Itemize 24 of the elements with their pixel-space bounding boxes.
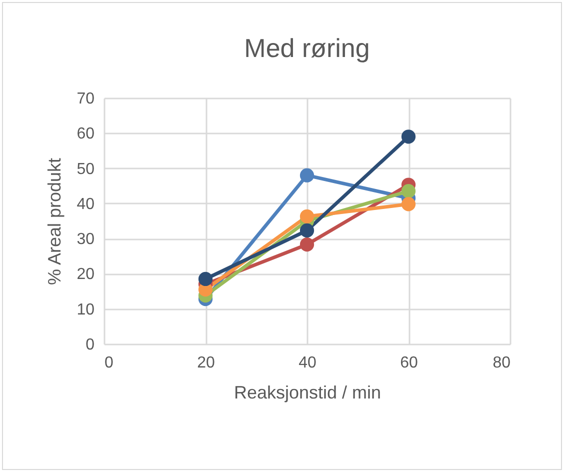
y-tick-label: 20	[76, 266, 95, 284]
chart-title: Med røring	[244, 33, 370, 63]
y-tick-label: 50	[76, 160, 95, 178]
y-tick-label: 30	[76, 231, 95, 248]
y-tick-label: 10	[76, 301, 95, 318]
point	[300, 168, 314, 182]
point	[198, 272, 213, 286]
point	[300, 223, 314, 238]
x-tick-label: 80	[492, 354, 511, 372]
y-tick-label: 40	[76, 196, 95, 213]
point	[300, 237, 314, 252]
y-tick-label: 0	[86, 336, 95, 354]
y-tick-label: 70	[76, 90, 95, 108]
y-tick-label: 60	[76, 126, 95, 143]
point	[300, 209, 314, 224]
x-tick-label: 60	[400, 354, 418, 372]
point	[401, 130, 416, 144]
point	[401, 184, 416, 198]
x-tick-label: 20	[197, 354, 215, 372]
x-axis-title: Reaksjonstid / min	[234, 382, 382, 402]
x-tick-label: 0	[104, 354, 114, 372]
point	[401, 197, 416, 212]
y-axis-title: % Areal produkt	[44, 158, 65, 286]
x-tick-label: 40	[298, 354, 316, 372]
